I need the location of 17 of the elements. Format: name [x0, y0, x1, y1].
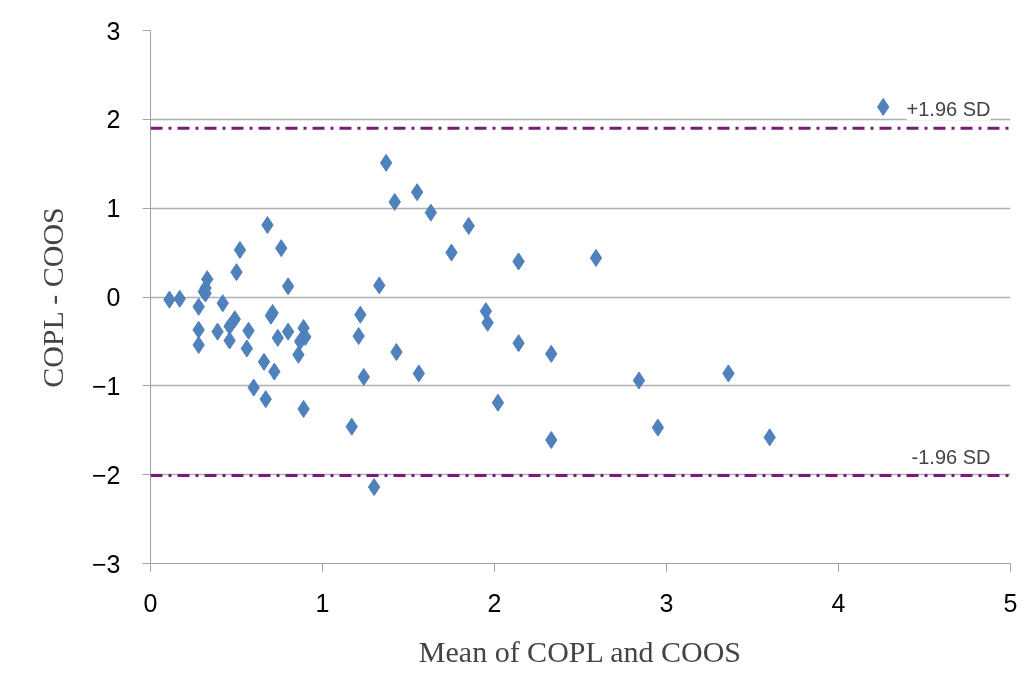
- y-tick-label: −1: [92, 371, 121, 400]
- y-tick-label: 1: [106, 194, 121, 223]
- ref-line-label: +1.96 SD: [906, 98, 991, 121]
- x-tick-label: 5: [1003, 588, 1018, 617]
- y-tick-label: −2: [92, 460, 121, 489]
- x-tick-label: 2: [487, 588, 502, 617]
- y-tick-label: 3: [106, 16, 121, 45]
- x-tick-label: 4: [831, 588, 846, 617]
- y-tick-label: 2: [106, 105, 121, 134]
- y-tick-label: 0: [106, 283, 121, 311]
- y-tick-label: −3: [92, 549, 121, 578]
- x-tick-label: 3: [659, 588, 674, 617]
- x-axis-title: Mean of COPL and COOS: [418, 634, 742, 668]
- x-tick-label: 0: [143, 588, 158, 617]
- ref-line-label: -1.96 SD: [911, 445, 991, 468]
- y-axis-title: COPL - COOS: [36, 207, 69, 388]
- x-tick-label: 1: [315, 588, 330, 617]
